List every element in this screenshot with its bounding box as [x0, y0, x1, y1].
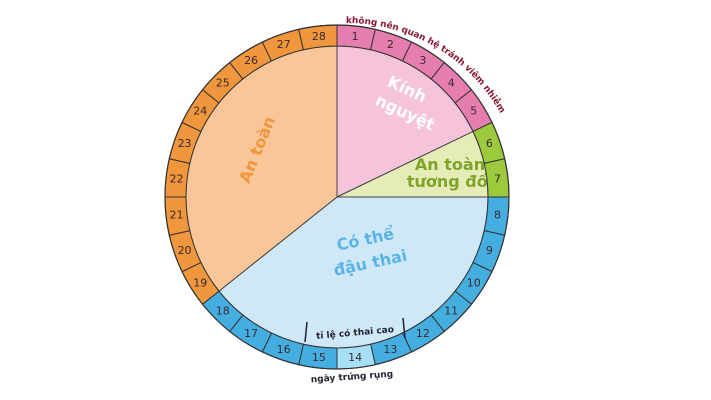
phase-label: tương đối	[407, 172, 493, 191]
day-number: 17	[244, 327, 258, 340]
day-number: 19	[193, 276, 207, 289]
day-number: 8	[494, 209, 501, 222]
bracket	[304, 321, 308, 343]
day-number: 28	[312, 30, 326, 43]
day-number: 10	[467, 276, 481, 289]
day-number: 7	[494, 172, 501, 185]
day-number: 6	[486, 137, 493, 150]
day-number: 12	[416, 327, 430, 340]
day-number: 20	[178, 244, 192, 257]
day-number: 14	[348, 351, 362, 364]
day-number: 1	[352, 30, 359, 43]
day-number: 27	[277, 38, 291, 51]
day-number: 23	[178, 137, 192, 150]
ovulation-note: ngày trứng rụng	[311, 370, 394, 386]
day-number: 5	[470, 105, 477, 118]
day-number: 13	[383, 343, 397, 356]
day-number: 25	[216, 76, 230, 89]
day-number: 11	[444, 305, 458, 318]
day-number: 15	[312, 351, 326, 364]
day-number: 2	[387, 38, 394, 51]
day-number: 24	[193, 105, 207, 118]
outer-border	[164, 24, 510, 370]
phase-label: An toàn	[415, 155, 485, 174]
day-number: 9	[486, 244, 493, 257]
day-number: 16	[277, 343, 291, 356]
bracket	[402, 317, 406, 339]
day-number: 18	[216, 305, 230, 318]
day-number: 21	[170, 209, 184, 222]
day-number: 3	[419, 54, 426, 67]
day-number: 4	[448, 76, 455, 89]
day-number: 22	[170, 172, 184, 185]
day-number: 26	[244, 54, 258, 67]
